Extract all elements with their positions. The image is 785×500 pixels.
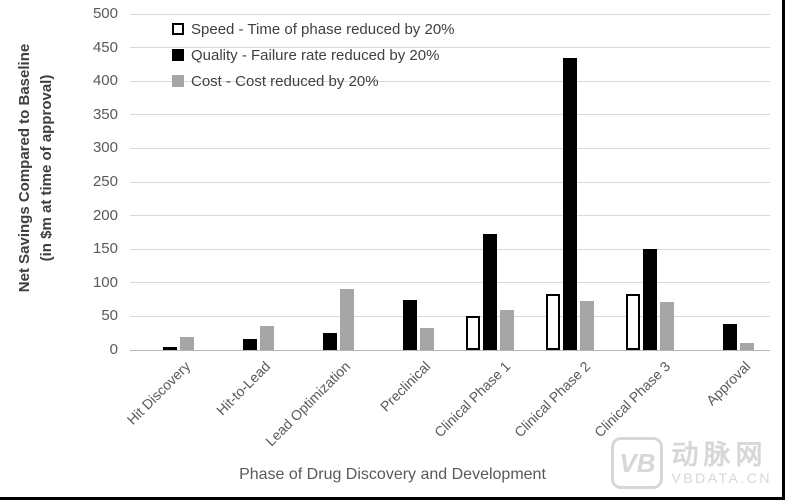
bar-cluster-approval	[690, 14, 770, 350]
bar-cost-hit-to-lead	[260, 326, 274, 350]
bar-cost-clinical-phase-3	[660, 302, 674, 350]
bar-quality-preclinical	[403, 300, 417, 350]
bar-quality-hit-discovery	[163, 347, 177, 350]
watermark-text: 动脉网 VBDATA.CN	[671, 439, 772, 486]
quality-legend-swatch-icon	[172, 49, 184, 61]
bar-cost-hit-discovery	[180, 337, 194, 350]
y-tick-200: 200	[92, 206, 118, 224]
watermark: VB 动脉网 VBDATA.CN	[611, 437, 772, 489]
legend-label-quality: Quality - Failure rate reduced by 20%	[191, 46, 440, 64]
bar-cluster-clinical-phase-2	[530, 14, 610, 350]
bar-speed-clinical-phase-3	[626, 294, 640, 350]
bar-speed-clinical-phase-1	[466, 316, 480, 350]
bar-cost-approval	[740, 343, 754, 350]
legend-label-speed: Speed - Time of phase reduced by 20%	[191, 20, 455, 38]
bar-cluster-preclinical	[370, 14, 450, 350]
bar-quality-clinical-phase-3	[643, 249, 657, 350]
bar-cluster-hit-to-lead	[210, 14, 290, 350]
bar-quality-clinical-phase-1	[483, 234, 497, 350]
gridline-400	[130, 80, 770, 82]
x-axis-title: Phase of Drug Discovery and Development	[239, 466, 546, 483]
y-tick-500: 500	[92, 5, 118, 22]
gridline-450	[130, 47, 770, 49]
gridline-50	[130, 315, 770, 317]
gridline-350	[130, 114, 770, 116]
y-tick-0: 0	[109, 341, 118, 358]
y-axis-title: Net Savings Compared to Baseline (in $m …	[14, 0, 62, 338]
gridline-0	[130, 349, 770, 351]
y-axis-title-line1: Net Savings Compared to Baseline	[16, 43, 33, 293]
bar-speed-clinical-phase-2	[546, 294, 560, 350]
legend-item-speed: Speed - Time of phase reduced by 20%	[172, 16, 455, 42]
y-tick-300: 300	[92, 139, 118, 157]
legend-label-cost: Cost - Cost reduced by 20%	[191, 72, 379, 90]
bar-cost-preclinical	[420, 328, 434, 350]
bar-cluster-clinical-phase-1	[450, 14, 530, 350]
y-axis-title-line2: (in $m at time of approval)	[38, 74, 55, 262]
watermark-brand: 动脉网	[671, 439, 768, 470]
y-tick-450: 450	[92, 38, 118, 56]
y-tick-400: 400	[92, 72, 118, 90]
y-tick-250: 250	[92, 173, 118, 190]
bar-cluster-lead-optimization	[290, 14, 370, 350]
bar-quality-clinical-phase-2	[563, 58, 577, 350]
vb-logo-icon: VB	[611, 437, 664, 489]
bar-cost-lead-optimization	[340, 289, 354, 350]
gridline-150	[130, 248, 770, 250]
bar-cost-clinical-phase-2	[580, 301, 594, 350]
y-tick-50: 50	[101, 307, 118, 325]
bar-cluster-hit-discovery	[130, 14, 210, 350]
speed-legend-swatch-icon	[172, 23, 184, 35]
gridline-250	[130, 181, 770, 183]
y-tick-100: 100	[92, 273, 118, 291]
y-tick-150: 150	[92, 240, 118, 258]
gridline-100	[130, 282, 770, 284]
plot-area	[130, 13, 770, 351]
cost-legend-swatch-icon	[172, 75, 184, 87]
bar-quality-approval	[723, 324, 737, 350]
legend-item-cost: Cost - Cost reduced by 20%	[172, 68, 455, 94]
bar-quality-lead-optimization	[323, 333, 337, 350]
chart-legend: Speed - Time of phase reduced by 20% Qua…	[172, 16, 455, 94]
gridline-500	[130, 13, 770, 15]
bar-cost-clinical-phase-1	[500, 310, 514, 350]
y-tick-350: 350	[92, 105, 118, 123]
gridline-200	[130, 215, 770, 217]
gridline-300	[130, 147, 770, 149]
bar-quality-hit-to-lead	[243, 339, 257, 350]
watermark-domain: VBDATA.CN	[671, 469, 772, 486]
bar-cluster-clinical-phase-3	[610, 14, 690, 350]
legend-item-quality: Quality - Failure rate reduced by 20%	[172, 42, 455, 68]
